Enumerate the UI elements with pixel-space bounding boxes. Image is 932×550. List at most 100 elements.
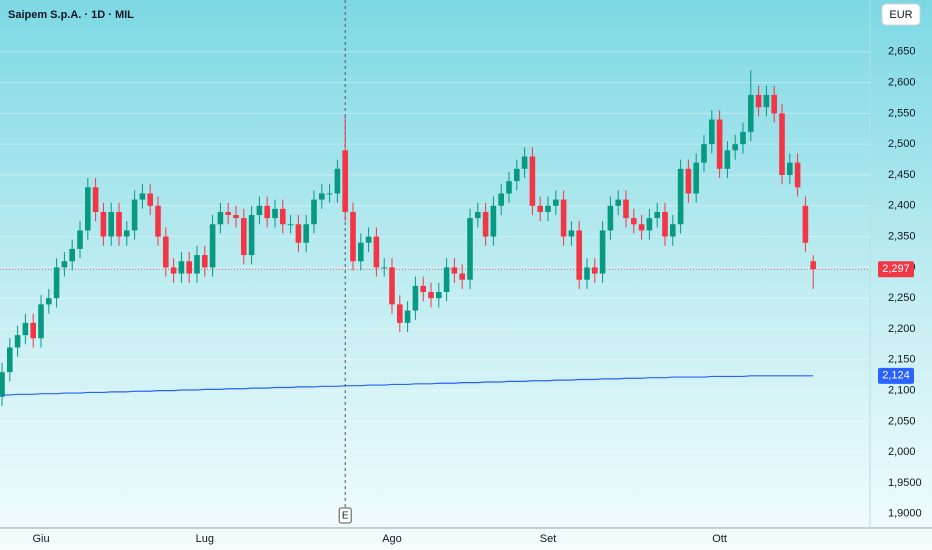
y-tick-label: 2,600 xyxy=(888,76,916,88)
candle-body xyxy=(397,304,403,323)
candle-body xyxy=(264,205,270,219)
candle-body xyxy=(178,261,185,274)
y-tick-label: 1,9000 xyxy=(888,508,922,520)
candle-body xyxy=(85,187,91,231)
candle-body xyxy=(771,94,777,114)
ma-tag xyxy=(878,367,914,384)
candle-body xyxy=(787,162,793,175)
candle-body xyxy=(381,267,387,269)
candle-body xyxy=(116,211,122,237)
candle-body xyxy=(716,119,723,169)
candle-body xyxy=(14,335,21,348)
candle-body xyxy=(802,205,809,243)
x-tick-label: Lug xyxy=(196,533,214,545)
currency-label[interactable]: EUR xyxy=(889,9,912,21)
candle-body xyxy=(311,199,317,225)
candle-body xyxy=(7,347,13,373)
y-tick-label: 2,150 xyxy=(888,354,916,366)
candle-body xyxy=(61,261,68,268)
candle-body xyxy=(615,199,621,206)
y-tick-label: 2,500 xyxy=(888,138,916,150)
currency-button[interactable] xyxy=(881,3,921,26)
candle-body xyxy=(498,193,504,206)
candle-body xyxy=(779,113,785,175)
candle-body xyxy=(560,199,567,237)
candle-body xyxy=(92,187,99,212)
candle-body xyxy=(30,322,36,339)
candle-body xyxy=(170,267,177,274)
x-tick-label: Ago xyxy=(382,533,402,545)
candle-body xyxy=(280,208,286,225)
candle-body xyxy=(623,199,629,219)
candle-body xyxy=(755,94,762,108)
candle-body xyxy=(631,218,637,225)
candle-body xyxy=(482,211,489,237)
candle-body xyxy=(553,199,559,206)
candle-body xyxy=(428,292,434,299)
candle-body xyxy=(358,242,364,262)
candle-body xyxy=(350,211,356,262)
candle-body xyxy=(506,181,512,194)
candle-body xyxy=(319,193,325,200)
y-tick-label: 2,400 xyxy=(888,200,916,212)
candle-body xyxy=(514,168,520,182)
y-tick-label: 1,9500 xyxy=(888,477,922,489)
y-tick-label: 2,350 xyxy=(888,230,916,242)
y-tick-label: 2,200 xyxy=(888,323,916,335)
candle-body xyxy=(217,211,224,225)
y-tick-label: 2,550 xyxy=(888,107,916,119)
candle-body xyxy=(810,261,816,270)
candle-body xyxy=(654,211,660,219)
grid xyxy=(0,0,870,508)
candle-body xyxy=(662,211,668,237)
plot xyxy=(0,70,816,407)
candle-body xyxy=(22,322,29,336)
candle-body xyxy=(155,205,161,237)
last-price-label: 2,297 xyxy=(882,263,910,275)
candle-body xyxy=(677,168,684,225)
candle-body xyxy=(389,267,395,305)
chart-title: Saipem S.p.A. · 1D · MIL xyxy=(8,9,134,21)
y-tick-label: 2,650 xyxy=(888,46,916,58)
candle-body xyxy=(685,168,692,194)
candle-body xyxy=(459,273,465,280)
candle-body xyxy=(701,144,707,163)
y-tick-label: 2,100 xyxy=(888,385,916,397)
candle-body xyxy=(436,292,442,299)
candle-body xyxy=(670,224,676,237)
candle-body xyxy=(584,267,590,280)
candle-body xyxy=(467,218,473,280)
candle-body xyxy=(475,211,481,219)
candle-body xyxy=(202,255,208,268)
moving-average xyxy=(2,375,814,396)
candle-body xyxy=(529,156,536,206)
candle-body xyxy=(241,218,247,256)
candle-body xyxy=(256,205,263,216)
candle-body xyxy=(186,261,192,274)
candle-body xyxy=(404,310,411,323)
candle-body xyxy=(303,224,309,243)
candle-body xyxy=(443,267,450,293)
candle-body xyxy=(365,236,372,243)
candle-body xyxy=(709,119,715,145)
candle-body xyxy=(592,267,598,274)
candle-body xyxy=(147,193,153,206)
event-badge xyxy=(338,507,352,524)
candle-body xyxy=(77,230,83,249)
candle-body xyxy=(638,224,645,231)
candle-body xyxy=(342,150,348,212)
candle-body xyxy=(599,230,606,274)
candle-body xyxy=(740,131,746,145)
candle-body xyxy=(225,211,231,216)
candle-body xyxy=(537,205,543,212)
candle-body xyxy=(451,267,458,274)
last-price-tag xyxy=(878,261,914,278)
candle-body xyxy=(163,236,169,268)
x-tick-label: Ott xyxy=(712,533,727,545)
candle-body xyxy=(748,94,754,132)
x-tick-label: Set xyxy=(540,533,557,545)
candle-body xyxy=(521,156,528,169)
candle-body xyxy=(693,162,699,194)
